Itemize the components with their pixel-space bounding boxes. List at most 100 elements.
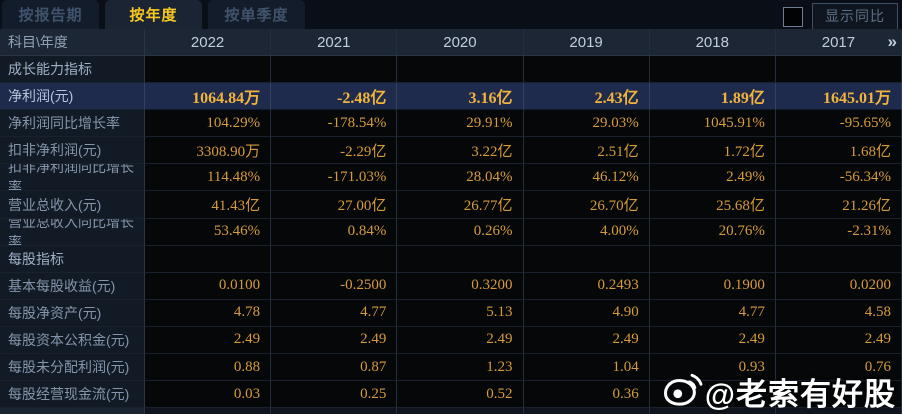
value-cell xyxy=(145,56,272,84)
value-cell: 29.03% xyxy=(523,110,650,138)
value-cell: 3.16亿 xyxy=(397,83,524,111)
value-cell: 104.29% xyxy=(145,110,272,138)
value-cell: 0.2493 xyxy=(523,272,650,300)
value-cell: -2.48亿 xyxy=(271,83,398,111)
value-cell xyxy=(397,245,524,273)
row-label: 每股指标 xyxy=(0,245,145,273)
table-row[interactable]: 净利润同比增长率 104.29% -178.54% 29.91% 29.03% 1045.… xyxy=(0,110,902,138)
table-header-row: 科目\年度 2022 2021 2020 2019 2018 2017» xyxy=(0,29,902,56)
value-cell xyxy=(523,56,650,84)
value-cell: 0.84% xyxy=(271,218,398,246)
value-cell: 0.88 xyxy=(145,354,272,382)
tab-report-period[interactable]: 按报告期 xyxy=(2,0,99,29)
value-cell: 2.49% xyxy=(649,164,776,192)
value-cell xyxy=(649,56,776,84)
table-row[interactable]: 每股资本公积金(元) 2.49 2.49 2.49 2.49 2.49 2.49 xyxy=(0,326,902,355)
corner-header: 科目\年度 xyxy=(0,29,145,56)
value-cell: 0.93 xyxy=(649,354,776,382)
value-cell: 4.77 xyxy=(271,299,398,327)
value-cell: -2.31% xyxy=(775,218,902,246)
row-label: 成长能力指标 xyxy=(0,56,145,84)
show-yoy-label[interactable]: 显示同比 xyxy=(812,3,898,30)
more-columns-icon[interactable]: » xyxy=(887,32,897,51)
table-row[interactable]: 基本每股收益(元) 0.0100 -0.2500 0.3200 0.2493 0.1900… xyxy=(0,272,902,300)
row-label: 每股净资产(元) xyxy=(0,299,145,327)
tab-by-year[interactable]: 按年度 xyxy=(105,0,202,29)
value-cell: 4.78 xyxy=(145,299,272,327)
table-row[interactable]: 成长能力指标 xyxy=(0,56,902,84)
show-yoy-checkbox[interactable] xyxy=(783,6,803,27)
value-cell xyxy=(775,381,902,409)
value-cell: 0.1900 xyxy=(649,272,776,300)
value-cell: 5.13 xyxy=(397,299,524,327)
value-cell: 4.00% xyxy=(523,218,650,246)
value-cell: -95.65% xyxy=(775,110,902,138)
value-cell xyxy=(523,245,650,273)
value-cell: 0.26% xyxy=(397,218,524,246)
value-cell: 3308.90万 xyxy=(145,137,272,165)
value-cell: 1.23 xyxy=(397,354,524,382)
value-cell: 0.3200 xyxy=(397,272,524,300)
value-cell: -56.34% xyxy=(775,164,902,192)
value-cell: 114.48% xyxy=(145,164,272,192)
tab-single-quarter[interactable]: 按单季度 xyxy=(208,0,305,29)
row-label: 每股经营现金流(元) xyxy=(0,381,145,409)
table-row[interactable]: 每股未分配利润(元) 0.88 0.87 1.23 1.04 0.93 0.76 xyxy=(0,354,902,382)
value-cell: 0.25 xyxy=(271,381,398,409)
table-row[interactable]: 每股经营现金流(元) 0.03 0.25 0.52 0.36 xyxy=(0,381,902,409)
row-label: 净利润(元) xyxy=(0,83,145,111)
value-cell: 0.87 xyxy=(271,354,398,382)
table-row[interactable]: 净利润(元) 1064.84万 -2.48亿 3.16亿 2.43亿 1.89亿 1645.… xyxy=(0,83,902,111)
row-label: 营业总收入同比增长率 xyxy=(0,218,145,246)
table-row[interactable]: 每股净资产(元) 4.78 4.77 5.13 4.90 4.77 4.58 xyxy=(0,299,902,327)
value-cell: 1.89亿 xyxy=(649,83,776,111)
value-cell xyxy=(271,56,398,84)
row-label: 每股资本公积金(元) xyxy=(0,326,145,355)
value-cell: 2.49 xyxy=(397,326,524,355)
value-cell: 26.77亿 xyxy=(397,191,524,219)
value-cell: -171.03% xyxy=(271,164,398,192)
value-cell: 1064.84万 xyxy=(145,83,272,111)
value-cell: 0.52 xyxy=(397,381,524,409)
table-row[interactable]: 扣非净利润(元) 3308.90万 -2.29亿 3.22亿 2.51亿 1.72亿 1.6… xyxy=(0,137,902,165)
tab-bar: 按报告期 按年度 按单季度 显示同比 xyxy=(0,0,902,30)
value-cell: 4.77 xyxy=(649,299,776,327)
value-cell: 41.43亿 xyxy=(145,191,272,219)
value-cell: 1.68亿 xyxy=(775,137,902,165)
table-row[interactable]: 扣非净利润同比增长率 114.48% -171.03% 28.04% 46.12% 2.4… xyxy=(0,164,902,192)
table-row[interactable]: 每股指标 xyxy=(0,245,902,273)
value-cell: -2.29亿 xyxy=(271,137,398,165)
value-cell: 25.68亿 xyxy=(649,191,776,219)
financial-indicators-table: 科目\年度 2022 2021 2020 2019 2018 2017» 成长能力指标 净利… xyxy=(0,29,902,414)
row-label: 营业总收入(元) xyxy=(0,191,145,219)
value-cell xyxy=(775,245,902,273)
value-cell: 0.0200 xyxy=(775,272,902,300)
row-label: 净利润同比增长率 xyxy=(0,110,145,138)
value-cell: 29.91% xyxy=(397,110,524,138)
year-column-header: 2020 xyxy=(397,29,524,56)
row-label: 扣非净利润同比增长率 xyxy=(0,164,145,192)
year-column-header: 2019 xyxy=(523,29,650,56)
value-cell xyxy=(397,56,524,84)
value-cell: 26.70亿 xyxy=(523,191,650,219)
table-row[interactable]: 营业总收入(元) 41.43亿 27.00亿 26.77亿 26.70亿 25.68亿 21… xyxy=(0,191,902,219)
value-cell: 0.03 xyxy=(145,381,272,409)
value-cell: 27.00亿 xyxy=(271,191,398,219)
value-cell: -178.54% xyxy=(271,110,398,138)
value-cell xyxy=(775,56,902,84)
value-cell: 4.90 xyxy=(523,299,650,327)
value-cell: 21.26亿 xyxy=(775,191,902,219)
value-cell: 0.0100 xyxy=(145,272,272,300)
table-row[interactable]: 营业总收入同比增长率 53.46% 0.84% 0.26% 4.00% 20.76% -2.… xyxy=(0,218,902,246)
value-cell: 1.04 xyxy=(523,354,650,382)
year-column-header: 2017 xyxy=(775,29,902,56)
value-cell: 2.49 xyxy=(523,326,650,355)
row-label: 每股未分配利润(元) xyxy=(0,354,145,382)
value-cell: 1.72亿 xyxy=(649,137,776,165)
value-cell xyxy=(649,381,776,409)
value-cell: 2.49 xyxy=(649,326,776,355)
value-cell: 0.76 xyxy=(775,354,902,382)
value-cell: 2.49 xyxy=(271,326,398,355)
value-cell: 2.49 xyxy=(775,326,902,355)
value-cell: 46.12% xyxy=(523,164,650,192)
